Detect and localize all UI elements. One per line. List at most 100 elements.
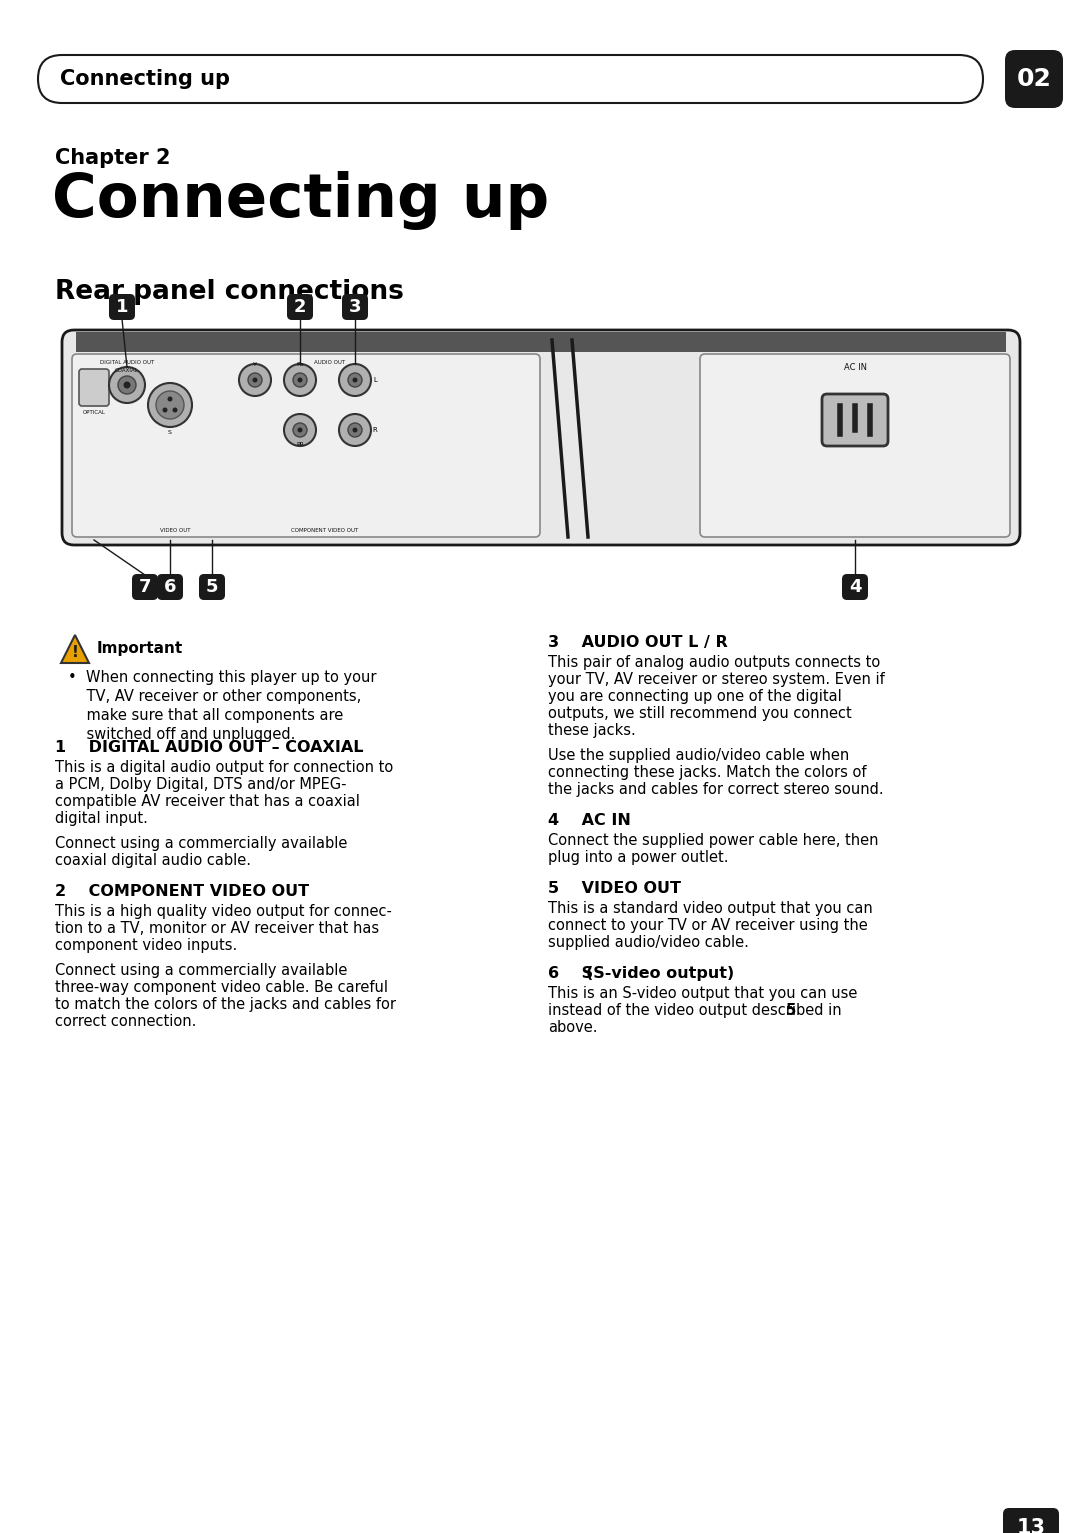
Text: 13: 13 — [1016, 1518, 1045, 1533]
Text: connect to your TV or AV receiver using the: connect to your TV or AV receiver using … — [548, 918, 867, 934]
FancyBboxPatch shape — [72, 354, 540, 537]
Circle shape — [167, 397, 173, 402]
Text: This is a high quality video output for connec-: This is a high quality video output for … — [55, 904, 392, 918]
Text: 3: 3 — [349, 297, 361, 316]
Circle shape — [284, 414, 316, 446]
Text: This is an S-video output that you can use: This is an S-video output that you can u… — [548, 986, 858, 1001]
Circle shape — [239, 363, 271, 396]
Text: 02: 02 — [1016, 67, 1052, 90]
Text: 7: 7 — [138, 578, 151, 596]
Circle shape — [162, 408, 167, 412]
Text: 6: 6 — [164, 578, 176, 596]
Text: 5    VIDEO OUT: 5 VIDEO OUT — [548, 881, 681, 895]
Circle shape — [297, 377, 302, 383]
FancyBboxPatch shape — [1003, 1508, 1059, 1533]
Text: 4: 4 — [849, 578, 861, 596]
Text: you are connecting up one of the digital: you are connecting up one of the digital — [548, 688, 841, 704]
Text: tion to a TV, monitor or AV receiver that has: tion to a TV, monitor or AV receiver tha… — [55, 921, 379, 937]
Text: L: L — [373, 377, 377, 383]
Text: COMPONENT VIDEO OUT: COMPONENT VIDEO OUT — [292, 527, 359, 532]
Text: digital input.: digital input. — [55, 811, 148, 826]
Text: 4    AC IN: 4 AC IN — [548, 812, 631, 828]
Circle shape — [148, 383, 192, 428]
Text: 2    COMPONENT VIDEO OUT: 2 COMPONENT VIDEO OUT — [55, 885, 309, 898]
FancyBboxPatch shape — [132, 573, 158, 599]
Circle shape — [339, 363, 372, 396]
Circle shape — [293, 423, 307, 437]
Circle shape — [293, 373, 307, 386]
Text: these jacks.: these jacks. — [548, 724, 636, 737]
Text: Use the supplied audio/video cable when: Use the supplied audio/video cable when — [548, 748, 849, 763]
Text: Y: Y — [253, 362, 257, 366]
FancyBboxPatch shape — [109, 294, 135, 320]
Text: outputs, we still recommend you connect: outputs, we still recommend you connect — [548, 707, 852, 721]
FancyBboxPatch shape — [62, 330, 1020, 546]
Text: DIGITAL AUDIO OUT: DIGITAL AUDIO OUT — [99, 360, 154, 365]
Text: R: R — [373, 428, 377, 432]
FancyBboxPatch shape — [38, 55, 983, 103]
Circle shape — [352, 428, 357, 432]
FancyBboxPatch shape — [700, 354, 1010, 537]
Text: 5: 5 — [206, 578, 218, 596]
Text: S: S — [168, 431, 172, 435]
Circle shape — [248, 373, 262, 386]
Text: three-way component video cable. Be careful: three-way component video cable. Be care… — [55, 980, 388, 995]
FancyBboxPatch shape — [822, 394, 888, 446]
Text: component video inputs.: component video inputs. — [55, 938, 238, 954]
Text: 1    DIGITAL AUDIO OUT – COAXIAL: 1 DIGITAL AUDIO OUT – COAXIAL — [55, 740, 364, 754]
Text: (S-video output): (S-video output) — [586, 966, 734, 981]
Text: Important: Important — [97, 641, 184, 656]
Circle shape — [253, 377, 257, 383]
Text: Connect using a commercially available: Connect using a commercially available — [55, 835, 348, 851]
Circle shape — [339, 414, 372, 446]
Bar — [76, 333, 1005, 353]
FancyBboxPatch shape — [842, 573, 868, 599]
Text: Chapter 2: Chapter 2 — [55, 149, 171, 169]
Text: Connect using a commercially available: Connect using a commercially available — [55, 963, 348, 978]
FancyBboxPatch shape — [342, 294, 368, 320]
Text: 5: 5 — [786, 1003, 796, 1018]
Circle shape — [348, 373, 362, 386]
Text: 1: 1 — [116, 297, 129, 316]
Text: •  When connecting this player up to your: • When connecting this player up to your — [68, 670, 377, 685]
Text: your TV, AV receiver or stereo system. Even if: your TV, AV receiver or stereo system. E… — [548, 671, 885, 687]
Text: connecting these jacks. Match the colors of: connecting these jacks. Match the colors… — [548, 765, 866, 780]
Text: Connecting up: Connecting up — [52, 172, 550, 230]
Text: PR: PR — [296, 443, 303, 448]
Circle shape — [173, 408, 177, 412]
Text: a PCM, Dolby Digital, DTS and/or MPEG-: a PCM, Dolby Digital, DTS and/or MPEG- — [55, 777, 347, 793]
Text: Rear panel connections: Rear panel connections — [55, 279, 404, 305]
Text: Pb: Pb — [296, 362, 303, 366]
Circle shape — [352, 377, 357, 383]
FancyBboxPatch shape — [199, 573, 225, 599]
Text: make sure that all components are: make sure that all components are — [68, 708, 343, 724]
Text: This is a digital audio output for connection to: This is a digital audio output for conne… — [55, 760, 393, 776]
Circle shape — [156, 391, 184, 419]
FancyBboxPatch shape — [157, 573, 183, 599]
Text: This pair of analog audio outputs connects to: This pair of analog audio outputs connec… — [548, 655, 880, 670]
Circle shape — [297, 428, 302, 432]
Text: above.: above. — [548, 1019, 597, 1035]
Text: the jacks and cables for correct stereo sound.: the jacks and cables for correct stereo … — [548, 782, 883, 797]
Text: This is a standard video output that you can: This is a standard video output that you… — [548, 901, 873, 917]
Text: Connecting up: Connecting up — [60, 69, 230, 89]
Text: 6    S: 6 S — [548, 966, 598, 981]
Text: 3    AUDIO OUT L / R: 3 AUDIO OUT L / R — [548, 635, 728, 650]
FancyBboxPatch shape — [287, 294, 313, 320]
FancyBboxPatch shape — [79, 369, 109, 406]
Circle shape — [118, 376, 136, 394]
Text: to match the colors of the jacks and cables for: to match the colors of the jacks and cab… — [55, 996, 396, 1012]
Circle shape — [348, 423, 362, 437]
Text: correct connection.: correct connection. — [55, 1013, 197, 1029]
Text: COAXIAL: COAXIAL — [116, 368, 139, 373]
Text: AUDIO OUT: AUDIO OUT — [314, 360, 346, 365]
Text: AC IN: AC IN — [843, 363, 866, 373]
Text: Connect the supplied power cable here, then: Connect the supplied power cable here, t… — [548, 832, 878, 848]
Text: 2: 2 — [294, 297, 307, 316]
Circle shape — [123, 382, 131, 388]
Text: instead of the video output described in: instead of the video output described in — [548, 1003, 847, 1018]
Text: supplied audio/video cable.: supplied audio/video cable. — [548, 935, 748, 950]
Polygon shape — [60, 635, 89, 662]
Text: TV, AV receiver or other components,: TV, AV receiver or other components, — [68, 688, 361, 704]
Text: !: ! — [71, 645, 79, 659]
